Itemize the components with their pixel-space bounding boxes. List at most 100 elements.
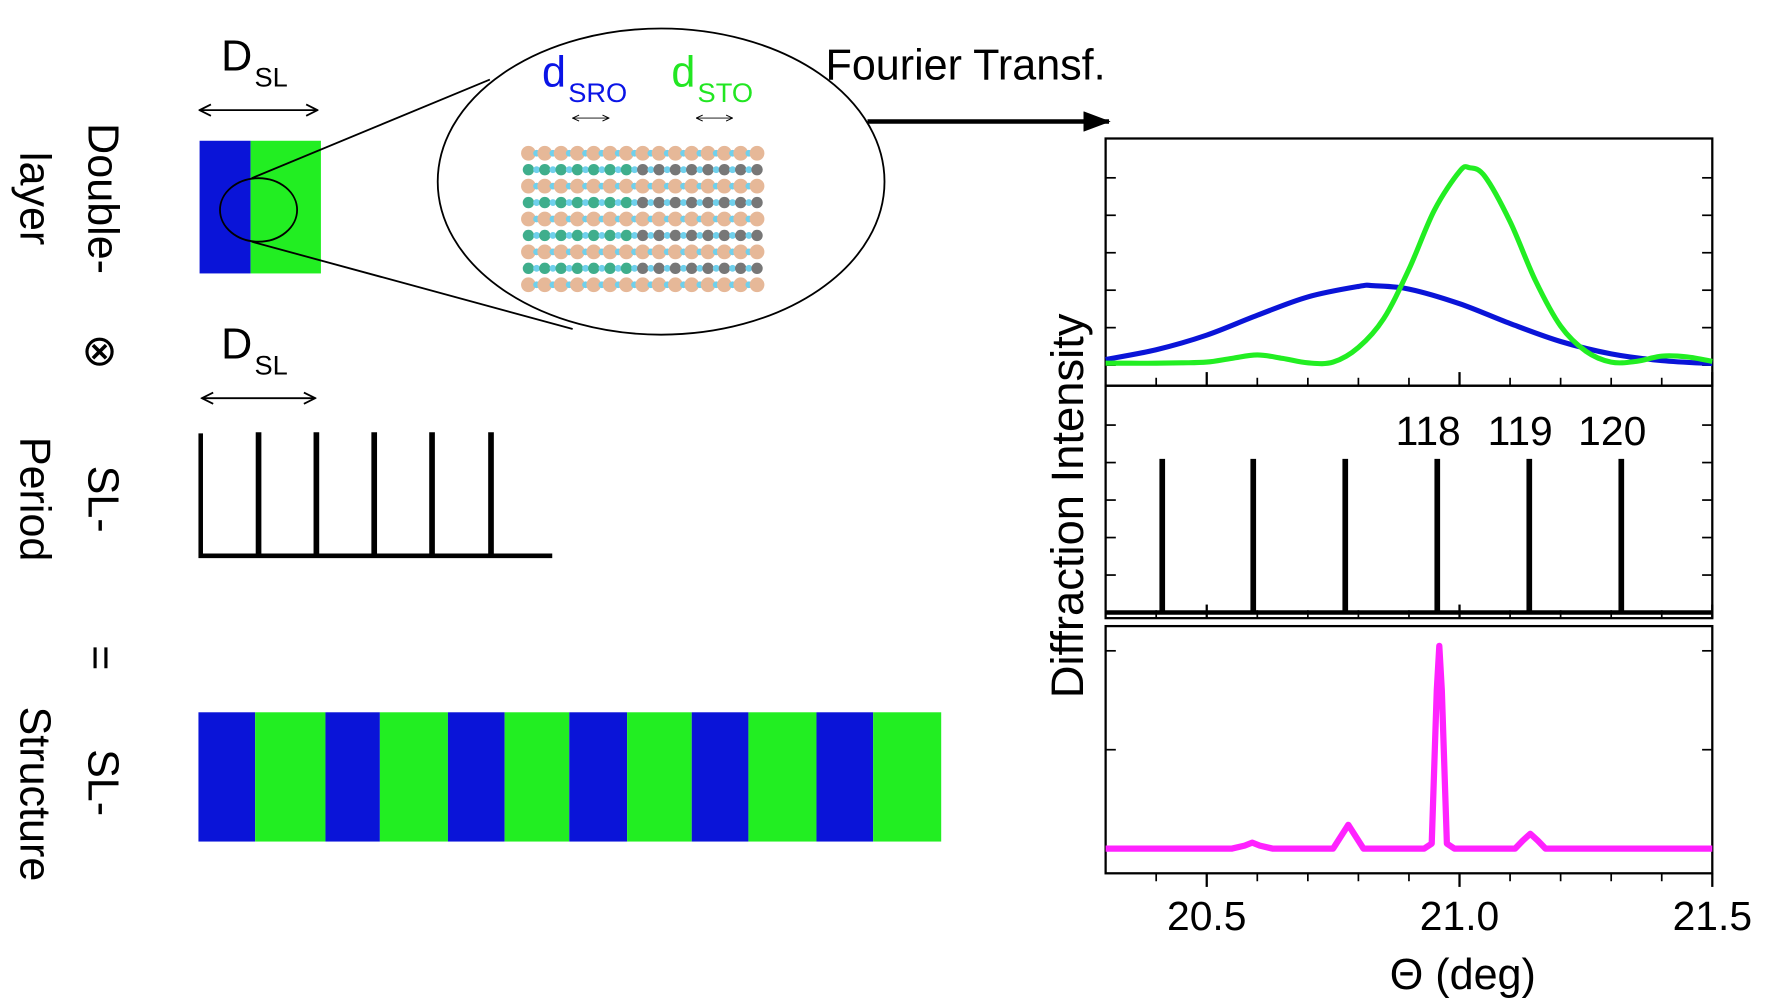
atom: [553, 244, 569, 260]
period-label: DSL: [221, 32, 288, 92]
charts: Diffraction Intensity 118 119 120 20.5 21.0 21…: [1042, 137, 1752, 999]
atom: [570, 244, 585, 260]
oxygen: [663, 166, 671, 174]
atom: [521, 277, 536, 293]
atom: [669, 262, 682, 275]
sro-layer: [325, 712, 380, 842]
oxygen: [614, 199, 622, 206]
period-label: DSL: [221, 320, 288, 380]
oxygen: [663, 264, 671, 272]
oxygen: [598, 199, 606, 206]
oxygen: [712, 264, 720, 272]
double-layer: DSL dSRO dSTO: [200, 27, 886, 336]
oxygen: [565, 199, 573, 206]
sto-layer: [255, 712, 326, 842]
atom: [637, 196, 649, 209]
atom: [555, 164, 567, 176]
subscript: SL: [255, 349, 288, 380]
peak-label: 118: [1396, 408, 1461, 454]
atom: [522, 229, 535, 242]
sro-layer: [569, 712, 628, 842]
atom: [586, 244, 602, 260]
oxygen: [631, 199, 638, 206]
series-line: [1105, 642, 1713, 852]
atom: [718, 164, 731, 176]
atom: [718, 229, 731, 242]
oxygen: [582, 166, 589, 174]
atom: [651, 244, 667, 260]
atom: [686, 196, 698, 209]
sto-layer: [748, 712, 817, 842]
atom: [653, 229, 665, 242]
atom: [668, 178, 683, 194]
subscript: SL: [255, 61, 288, 92]
atom: [620, 262, 633, 275]
atom: [735, 229, 747, 242]
oxygen: [696, 199, 704, 206]
atom: [684, 244, 700, 260]
atom: [735, 196, 747, 209]
series-line: [1105, 164, 1713, 367]
oxygen: [712, 166, 720, 174]
atom: [686, 262, 698, 275]
oxygen: [614, 264, 622, 272]
atom: [619, 145, 634, 161]
zoom-line: [251, 78, 491, 180]
atom: [718, 196, 731, 209]
oxygen: [680, 199, 687, 206]
atom: [651, 145, 667, 161]
oxygen: [696, 264, 704, 272]
oxygen: [631, 264, 638, 272]
atom: [602, 244, 618, 260]
comb: [255, 432, 494, 556]
atom: [749, 211, 765, 227]
panel: [1104, 137, 1714, 387]
atom: [586, 145, 602, 161]
atom: [539, 229, 551, 242]
sl-period: DSL: [198, 320, 553, 559]
atom: [733, 178, 749, 194]
atom: [733, 244, 749, 260]
atom: [637, 262, 649, 275]
oxygen: [533, 232, 540, 239]
atom: [521, 244, 536, 260]
y-axis-label: Diffraction Intensity: [1042, 313, 1093, 698]
oxygen: [729, 232, 736, 239]
atom: [602, 277, 618, 293]
atom: [537, 178, 553, 194]
lattice: [521, 145, 765, 293]
atom: [521, 178, 536, 194]
atom: [555, 262, 567, 275]
atom: [571, 164, 584, 176]
zoom-line: [251, 240, 573, 330]
atom: [619, 277, 634, 293]
oxygen: [745, 232, 753, 239]
oxygen: [696, 166, 704, 174]
oxygen: [549, 199, 557, 206]
oxygen: [533, 199, 540, 206]
atom: [619, 244, 634, 260]
oxygen: [549, 264, 557, 272]
atom: [537, 277, 553, 293]
atom: [522, 262, 535, 275]
x-tick-label: 20.5: [1167, 893, 1246, 939]
atom: [570, 178, 585, 194]
atom: [669, 196, 682, 209]
atom: [702, 196, 714, 209]
atom: [620, 196, 633, 209]
oxygen: [565, 264, 573, 272]
atom: [669, 164, 682, 176]
atom: [751, 262, 763, 275]
atom: [733, 211, 749, 227]
atom: [522, 196, 535, 209]
atom: [653, 196, 665, 209]
atom: [749, 178, 765, 194]
atom: [588, 262, 600, 275]
oxygen: [582, 264, 589, 272]
oxygen: [729, 199, 736, 206]
x-tick-label: 21.5: [1673, 893, 1752, 939]
atom: [686, 229, 698, 242]
atom: [619, 211, 634, 227]
sto-layer: [379, 712, 448, 842]
oxygen: [680, 264, 687, 272]
